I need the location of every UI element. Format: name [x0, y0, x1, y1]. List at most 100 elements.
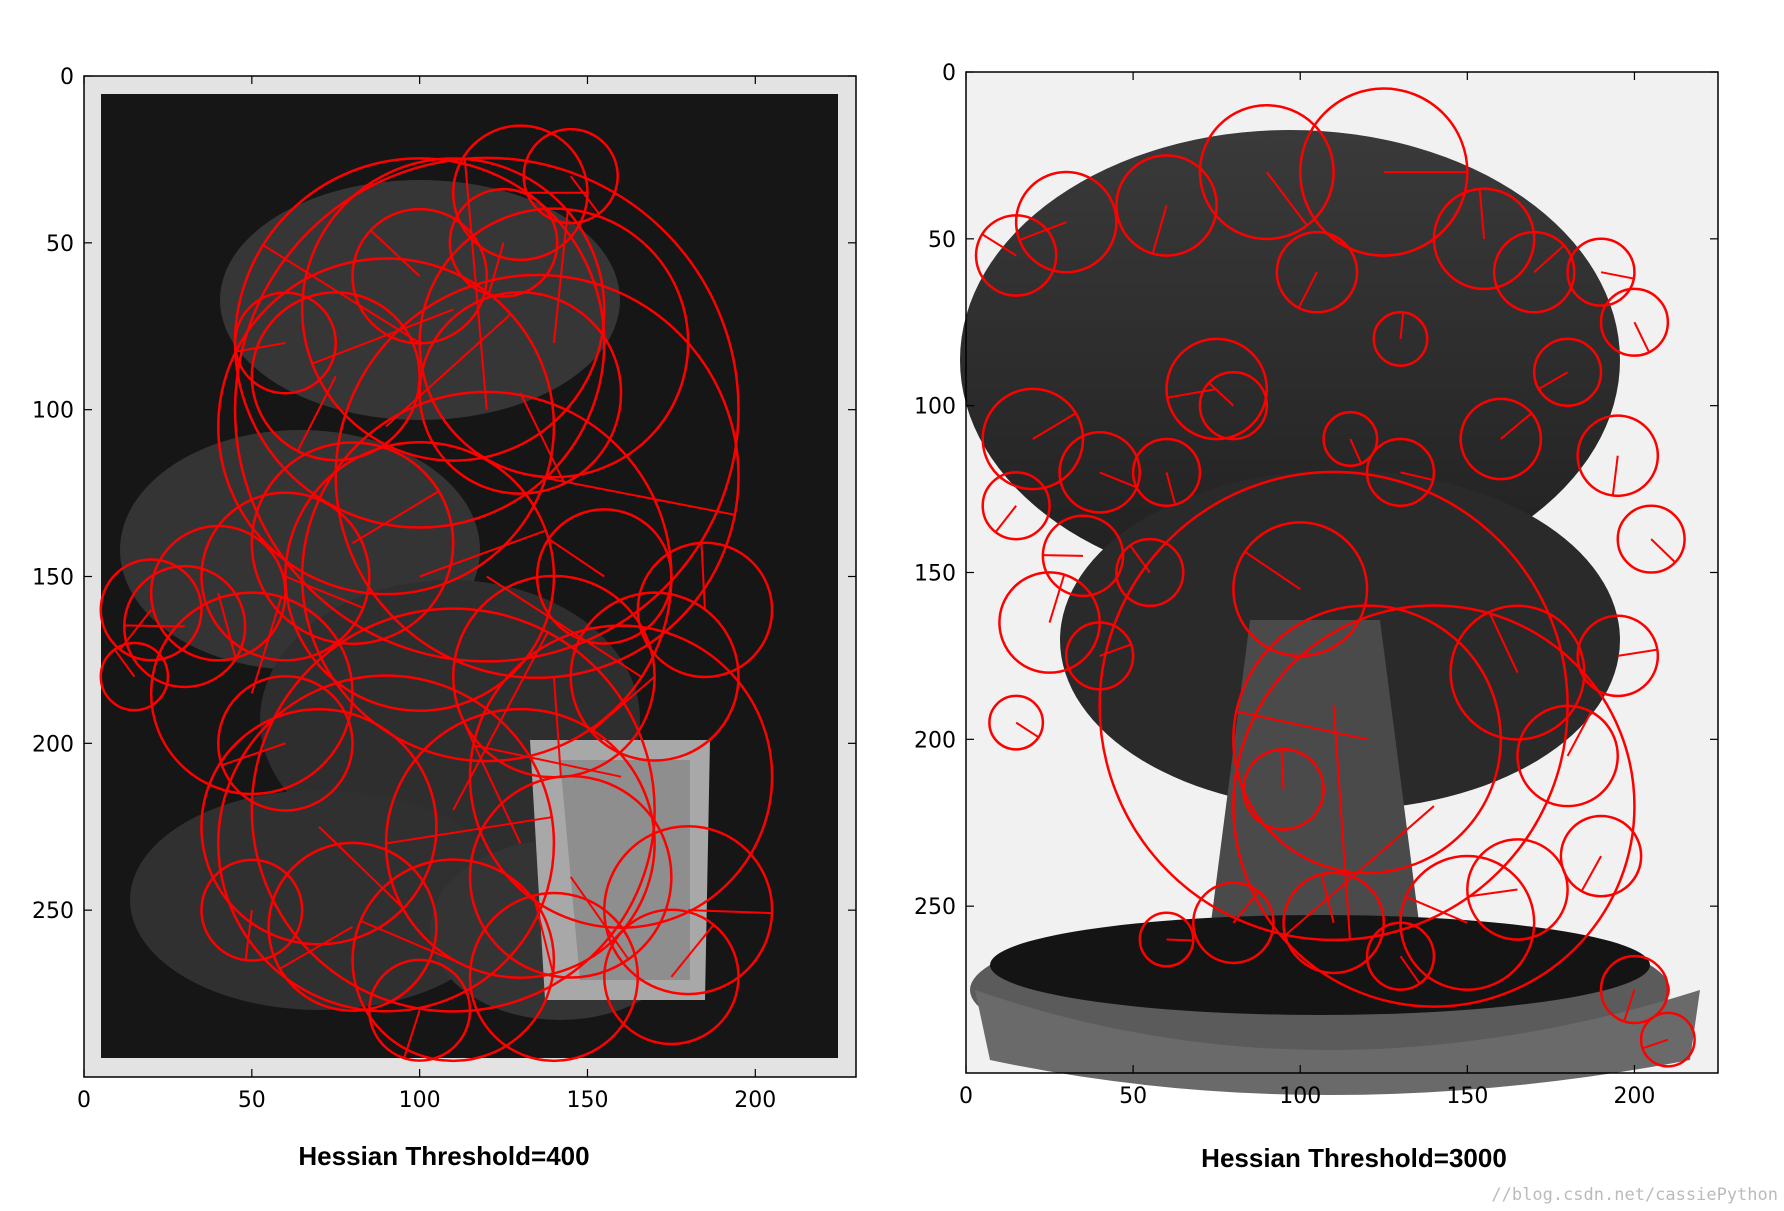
left-keypoint-orientation [235, 341, 286, 353]
left-x-tick-label: 200 [734, 1088, 776, 1113]
right-keypoint-orientation [1280, 749, 1285, 790]
right-keypoint-orientation [1642, 1038, 1669, 1050]
right-keypoint-orientation [1650, 538, 1676, 564]
right-keypoint-orientation [1167, 387, 1217, 399]
left-keypoint-orientation [318, 826, 405, 910]
right-x-tick-label: 100 [1279, 1084, 1321, 1109]
right-keypoint-circle [981, 387, 1085, 491]
watermark-text: //blog.csdn.net/cassiePython [1491, 1185, 1778, 1205]
right-keypoint-circle [1449, 604, 1586, 741]
left-keypoint-circle [334, 273, 740, 680]
right-keypoint-circle [1365, 437, 1436, 508]
right-y-tick-label: 200 [914, 728, 956, 753]
right-keypoint-circle [1275, 230, 1359, 314]
left-keypoint-circle [250, 441, 455, 646]
right-keypoint-orientation [1165, 472, 1177, 505]
right-keypoint-circle [1566, 237, 1636, 307]
left-keypoint-orientation [296, 375, 337, 452]
right-keypoint-orientation [1500, 412, 1533, 440]
left-keypoint-circle [250, 607, 656, 1013]
right-keypoint-circle [1432, 187, 1536, 291]
right-keypoint-circle [1466, 838, 1569, 941]
left-keypoint-orientation [670, 924, 715, 978]
left-keypoint-circle [468, 774, 673, 979]
right-keypoint-orientation [1349, 438, 1363, 464]
left-keypoint-orientation [369, 229, 421, 277]
right-keypoint-orientation [1042, 554, 1083, 557]
right-keypoint-circle [1639, 1011, 1696, 1068]
left-keypoint-orientation [569, 175, 600, 215]
right-keypoint-orientation [1617, 648, 1658, 657]
right-x-tick-label: 0 [959, 1084, 973, 1109]
right-keypoint-orientation [1129, 544, 1151, 574]
right-caption: Hessian Threshold=3000 [1201, 1143, 1507, 1173]
left-keypoint-circle [636, 541, 774, 679]
right-x-tick-label: 150 [1446, 1084, 1488, 1109]
left-keypoint-orientation [285, 575, 364, 609]
right-subplot: 0 50 100 150 200 0 50 100 150 200 250 Hessian Thre… [914, 61, 1719, 1173]
left-keypoint-orientation [688, 909, 773, 915]
left-keypoint-orientation [548, 538, 605, 578]
left-keypoint-orientation [536, 475, 736, 516]
right-keypoint-circle [981, 471, 1051, 541]
right-keypoint-circle [1115, 537, 1185, 608]
right-x-tick-label: 50 [1119, 1084, 1147, 1109]
right-y-tick-label: 250 [914, 895, 956, 920]
right-keypoint-orientation [1099, 471, 1138, 489]
right-keypoint-circle [1599, 287, 1670, 357]
right-keypoint-orientation [1166, 938, 1194, 942]
right-keypoint-circle [1576, 614, 1660, 698]
left-keypoint-circle [569, 591, 740, 762]
right-keypoint-circle [1365, 921, 1436, 991]
right-keypoint-circle [988, 694, 1045, 751]
right-y-tick-label: 150 [914, 562, 956, 587]
right-keypoint-circle [1058, 431, 1142, 514]
right-y-tick-label: 50 [928, 228, 956, 253]
left-keypoint-orientation [403, 1009, 421, 1059]
right-keypoint-orientation [1399, 955, 1421, 985]
left-x-tick-label: 100 [399, 1088, 441, 1113]
right-keypoint-circle [1322, 411, 1379, 468]
right-keypoint-circle [1014, 170, 1118, 274]
left-keypoint-orientation [244, 910, 253, 961]
left-axis-ticks: 0 50 100 150 200 0 50 100 150 200 250 [32, 65, 856, 1113]
left-keypoint-circle [123, 564, 247, 689]
right-keypoint-circle [1576, 414, 1660, 498]
left-keypoint-circle [418, 291, 623, 495]
left-keypoint-orientation [221, 742, 286, 767]
right-keypoint-circle [1372, 310, 1429, 367]
right-keypoint-circle [1165, 337, 1269, 441]
left-keypoint-orientation [569, 876, 630, 960]
left-y-tick-label: 250 [32, 899, 74, 924]
left-y-tick-label: 50 [46, 232, 74, 257]
left-keypoint-orientation [311, 308, 454, 365]
right-keypoint-orientation [1580, 855, 1602, 892]
left-keypoint-circle [200, 858, 304, 962]
right-keypoint-orientation [1399, 312, 1405, 340]
left-keypoint-circle [217, 257, 556, 596]
left-keypoint-orientation [487, 242, 505, 295]
right-keypoint-circle [974, 214, 1058, 297]
right-keypoint-circle [1559, 814, 1643, 898]
left-keypoint-orientation [700, 542, 706, 610]
right-y-tick-label: 0 [942, 61, 956, 86]
right-keypoint-circle [1532, 337, 1603, 407]
left-keypoint-orientation [486, 575, 643, 678]
left-keypoint-circle [300, 157, 606, 462]
left-keypoint-circle [217, 674, 354, 812]
right-keypoint-orientation [1048, 574, 1066, 623]
left-keypoint-orientation [360, 919, 454, 962]
left-keypoint-circle [448, 187, 559, 298]
right-keypoint-orientation [1320, 873, 1335, 924]
right-background-image [960, 72, 1718, 1095]
right-keypoint-orientation [1566, 711, 1593, 757]
left-subplot: 0 50 100 150 200 0 50 100 150 200 250 Hessian Thre… [32, 65, 857, 1171]
left-keypoint-orientation [519, 392, 566, 484]
right-keypoint-circle [1599, 954, 1670, 1025]
right-keypoint-circle [1242, 748, 1325, 831]
left-keypoint-circle [267, 841, 438, 1013]
left-keypoint-orientation [250, 596, 283, 694]
left-keypoint-orientation [113, 648, 136, 678]
left-keypoint-circle [250, 291, 421, 462]
